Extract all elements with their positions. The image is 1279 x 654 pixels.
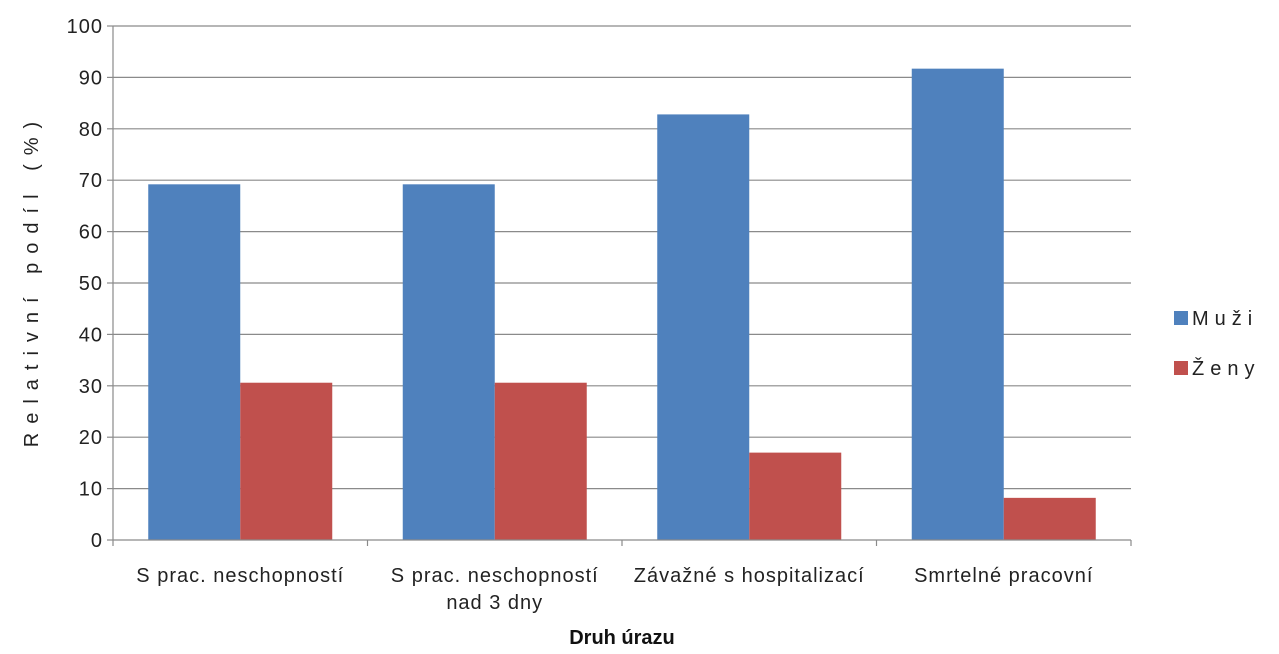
y-tick-label: 50 xyxy=(79,273,103,295)
legend-swatch xyxy=(1174,311,1188,325)
x-axis-categories: S prac. neschopností S prac. neschopností… xyxy=(136,565,1093,614)
bars xyxy=(148,68,1096,541)
x-axis-label: Druh úrazu xyxy=(569,627,675,649)
bar-zeny xyxy=(1003,497,1096,540)
legend: Muži Ženy xyxy=(1174,308,1260,380)
x-category-label: S prac. neschopností xyxy=(136,565,344,587)
bar-zeny xyxy=(240,382,333,540)
legend-swatch xyxy=(1174,361,1188,375)
y-tick-label: 100 xyxy=(67,16,103,38)
x-category-label: Závažné s hospitalizací xyxy=(634,565,865,587)
y-axis-label: Relativní podíl (%) xyxy=(21,113,43,447)
y-tick-label: 80 xyxy=(79,119,103,141)
y-tick-label: 0 xyxy=(91,530,103,552)
bar-zeny xyxy=(494,382,587,540)
y-tick-label: 60 xyxy=(79,222,103,244)
x-category-label: Smrtelné pracovní xyxy=(914,565,1093,587)
y-tick-label: 10 xyxy=(79,479,103,501)
y-tick-label: 90 xyxy=(79,67,103,89)
bar-muzi xyxy=(657,114,750,541)
y-tick-label: 70 xyxy=(79,170,103,192)
y-axis-ticks: 0 10 20 30 40 50 60 70 80 90 100 xyxy=(67,16,113,552)
x-category-label: S prac. neschopností xyxy=(391,565,599,587)
y-tick-label: 20 xyxy=(79,427,103,449)
legend-label: Muži xyxy=(1192,308,1258,330)
y-tick-label: 40 xyxy=(79,324,103,346)
legend-label: Ženy xyxy=(1192,357,1260,380)
x-category-label: nad 3 dny xyxy=(446,592,543,614)
bar-muzi xyxy=(402,184,495,540)
y-tick-label: 30 xyxy=(79,376,103,398)
bar-muzi xyxy=(911,68,1004,541)
x-axis xyxy=(112,26,1132,546)
bar-muzi xyxy=(148,184,241,540)
bar-zeny xyxy=(749,452,842,540)
